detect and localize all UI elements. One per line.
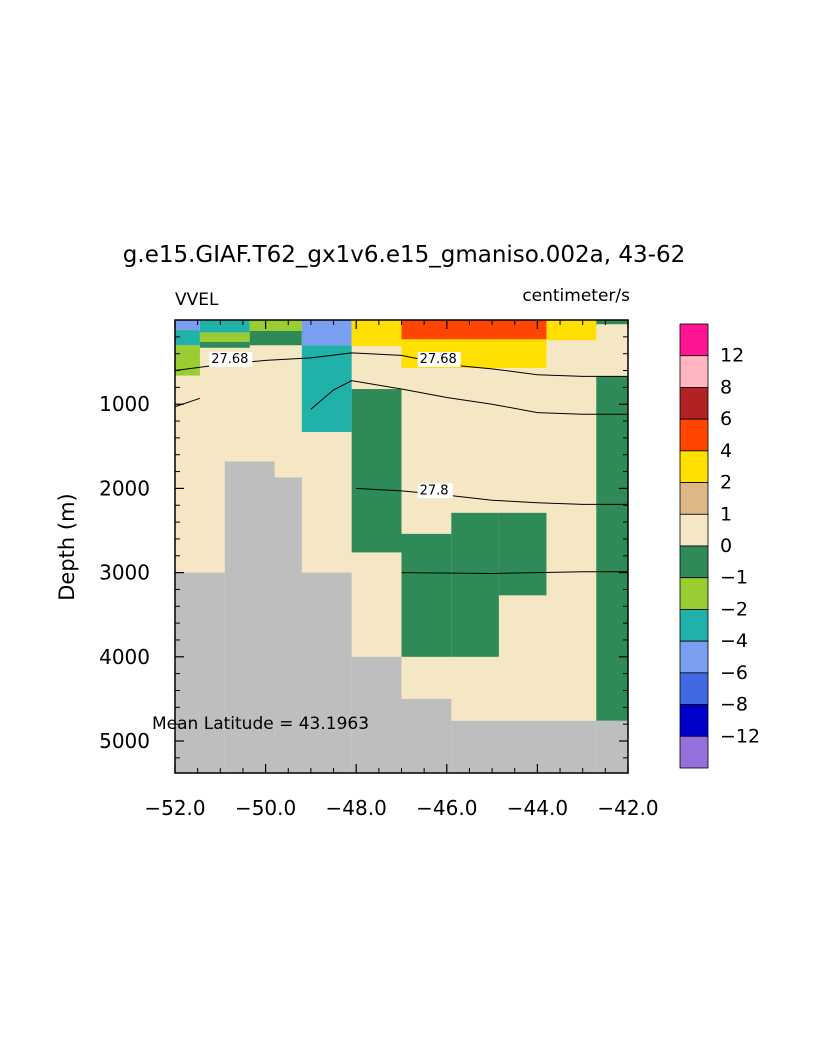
y-axis-label: Depth (m) (55, 493, 79, 600)
colorbar-swatch (679, 323, 709, 357)
heatmap-cell (596, 320, 628, 325)
colorbar-label: 0 (720, 535, 732, 557)
colorbar-swatch (679, 482, 709, 515)
heatmap-cell (301, 320, 352, 346)
colorbar-swatch (679, 735, 709, 769)
x-tick-label: −46.0 (416, 796, 477, 820)
colorbar-swatch (679, 640, 709, 674)
contour-line (356, 487, 628, 505)
contour-line (401, 571, 628, 574)
land-mask-cell (224, 461, 275, 773)
heatmap-cell (596, 376, 628, 721)
land-mask-cell (175, 572, 200, 773)
land-mask-cell (301, 572, 352, 773)
colorbar-label: 4 (720, 440, 732, 462)
x-tick-label: −44.0 (507, 796, 568, 820)
heatmap-cell (199, 320, 250, 333)
heatmap-cell (451, 512, 499, 657)
contour-label-box (417, 483, 453, 499)
x-tick-label: −48.0 (326, 796, 387, 820)
colorbar-label: 12 (720, 345, 744, 367)
heatmap-cell (351, 320, 402, 331)
y-tick-label: 2000 (99, 476, 150, 500)
colorbar-label: 1 (720, 503, 732, 525)
colorbar-swatch (679, 355, 709, 388)
colorbar-swatch (679, 672, 709, 705)
heatmap-cell (175, 345, 200, 376)
heatmap-cell (249, 320, 302, 331)
colorbar-label: −4 (720, 630, 748, 652)
variable-label: VVEL (175, 290, 219, 310)
land-mask-cell (451, 720, 597, 773)
units-label: centimeter/s (522, 286, 630, 306)
colorbar-swatch (679, 545, 709, 579)
plot-area (175, 320, 628, 773)
land-mask-cell (596, 720, 628, 773)
heatmap-cell (249, 330, 302, 346)
contour-label-box (417, 351, 461, 367)
colorbar-label: −2 (720, 598, 748, 620)
colorbar-swatch (679, 513, 709, 547)
land-mask-cell (199, 572, 225, 773)
land-mask-cell (351, 656, 402, 773)
colorbar-label: −6 (720, 662, 748, 684)
heatmap-cell (301, 345, 352, 432)
heatmap-cell (351, 389, 402, 553)
heatmap-cell (199, 332, 250, 342)
land-mask-cell (274, 477, 302, 773)
colorbar-swatch (679, 577, 709, 610)
x-tick-label: −52.0 (144, 796, 205, 820)
heatmap-cell (498, 512, 547, 596)
heatmap-cell (175, 330, 200, 346)
chart-title: g.e15.GIAF.T62_gx1v6.e15_gmaniso.002a, 4… (123, 242, 685, 268)
heatmap-cell (546, 320, 597, 341)
x-tick-label: −42.0 (597, 796, 658, 820)
colorbar-swatch (679, 387, 709, 420)
colorbar: 12 8 6 4 2 1 0 −1 −2 −4 −6 −8 −12 (679, 323, 760, 769)
heatmap-cell (175, 320, 200, 331)
contour-line (174, 397, 201, 408)
heatmap-cell (401, 533, 452, 657)
colorbar-label: −8 (720, 694, 748, 716)
colorbar-swatch (679, 418, 709, 452)
colorbar-swatch (679, 450, 709, 483)
y-tick-label: 3000 (99, 561, 150, 585)
colorbar-label: −1 (720, 567, 748, 589)
y-tick-label: 4000 (99, 645, 150, 669)
contour-line (310, 380, 628, 415)
y-tick-label: 1000 (99, 392, 150, 416)
colorbar-swatch (679, 609, 709, 642)
colorbar-label: 8 (720, 376, 732, 398)
axes: −52.0 −50.0 −48.0 −46.0 −44.0 −42.0 1000 2000 30… (99, 319, 659, 820)
heatmap-cell (401, 320, 547, 340)
y-tick-label: 5000 (99, 729, 150, 753)
colorbar-label: −12 (720, 725, 760, 747)
contour-label: 27.8 (420, 483, 449, 498)
isopycnal-contours: 27.68 27.68 27.8 (174, 351, 628, 574)
contour-label: 27.68 (211, 352, 248, 367)
x-tick-label: −50.0 (235, 796, 296, 820)
heatmap-cell (199, 341, 250, 348)
contour-label: 27.68 (420, 352, 457, 367)
colorbar-label: 6 (720, 408, 732, 430)
heatmap-cell (351, 330, 402, 347)
mean-latitude-annotation: Mean Latitude = 43.1963 (152, 714, 369, 734)
colorbar-label: 2 (720, 472, 732, 494)
colorbar-swatch (679, 704, 709, 737)
land-mask-cell (401, 698, 452, 773)
contour-label-box (209, 351, 253, 367)
